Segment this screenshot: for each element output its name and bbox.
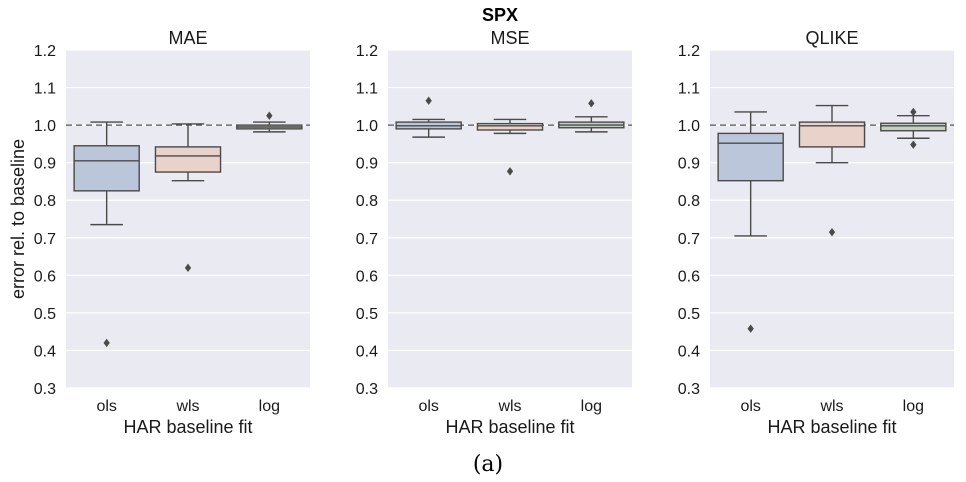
y-tick-label: 1.0 <box>34 118 56 135</box>
plot-area <box>66 50 310 388</box>
box-ols <box>395 96 462 138</box>
x-tick-label: wls <box>819 398 843 415</box>
x-tick-label: log <box>259 398 280 415</box>
outlier-point <box>103 338 110 348</box>
box-iqr <box>880 122 947 132</box>
y-tick-label: 1.1 <box>356 81 378 98</box>
panel-mae: 0.3 0.4 0.5 0.6 0.7 0.8 0.9 1.0 1.1 1.2 ols wls log M… <box>8 28 310 437</box>
y-tick-label: 0.5 <box>356 306 378 323</box>
y-tick-label: 0.7 <box>356 231 378 248</box>
figure-caption: (a) <box>473 452 503 477</box>
x-tick-label: wls <box>175 398 199 415</box>
box-iqr <box>717 132 784 182</box>
figure-title: SPX <box>482 5 518 25</box>
y-tick-label: 0.5 <box>678 306 700 323</box>
y-tick-label: 0.7 <box>678 231 700 248</box>
y-axis-label: error rel. to baseline <box>8 139 28 299</box>
panel-title: MSE <box>490 28 529 48</box>
y-tick-label: 0.6 <box>356 268 378 285</box>
panel-qlike: 0.3 0.4 0.5 0.6 0.7 0.8 0.9 1.0 1.1 1.2 ols wls log Q… <box>678 28 954 437</box>
y-tick-label: 1.1 <box>34 81 56 98</box>
box-iqr <box>73 145 140 192</box>
y-tick-label: 0.9 <box>678 156 700 173</box>
outlier-point <box>910 140 917 149</box>
y-tick-label: 0.5 <box>34 306 56 323</box>
x-tick-label: log <box>581 398 602 415</box>
y-tick-label: 1.0 <box>678 118 700 135</box>
y-tick-label: 1.1 <box>678 81 700 98</box>
box-log <box>880 107 947 149</box>
plot-area <box>388 50 632 388</box>
y-tick-label: 1.2 <box>356 43 378 60</box>
box-wls <box>154 123 222 273</box>
box-iqr <box>476 122 544 131</box>
x-tick-label: ols <box>96 398 116 415</box>
y-tick-label: 0.6 <box>678 268 700 285</box>
y-tick-label: 1.2 <box>34 43 56 60</box>
y-tick-label: 0.3 <box>356 381 378 398</box>
outlier-point <box>910 107 917 117</box>
y-tick-label: 0.8 <box>356 193 378 210</box>
x-axis-label: HAR baseline fit <box>445 417 574 437</box>
y-tick-label: 0.8 <box>34 193 56 210</box>
y-tick-label: 0.4 <box>34 343 56 360</box>
outlier-point <box>828 227 836 237</box>
outlier-point <box>588 99 595 108</box>
x-tick-label: wls <box>497 398 521 415</box>
y-tick-label: 0.8 <box>678 193 700 210</box>
panel-title: QLIKE <box>805 28 858 48</box>
outlier-point <box>184 263 192 273</box>
y-tick-label: 0.4 <box>678 343 700 360</box>
y-tick-label: 0.4 <box>356 343 378 360</box>
box-wls <box>476 118 544 176</box>
box-ols <box>73 121 140 348</box>
y-tick-label: 0.6 <box>34 268 56 285</box>
x-tick-label: ols <box>418 398 438 415</box>
outlier-point <box>266 111 273 120</box>
x-tick-label: log <box>903 398 924 415</box>
y-tick-label: 1.0 <box>356 118 378 135</box>
outlier-point <box>425 96 432 105</box>
box-wls <box>798 104 866 237</box>
y-tick-label: 0.9 <box>356 156 378 173</box>
panel-mse: 0.3 0.4 0.5 0.6 0.7 0.8 0.9 1.0 1.1 1.2 ols wls log M… <box>356 28 632 437</box>
outlier-point <box>506 167 514 176</box>
y-tick-label: 1.2 <box>678 43 700 60</box>
x-tick-label: ols <box>740 398 760 415</box>
box-iqr <box>154 146 222 173</box>
panels: 0.3 0.4 0.5 0.6 0.7 0.8 0.9 1.0 1.1 1.2 ols wls log M… <box>8 28 954 437</box>
box-log <box>236 111 303 133</box>
y-tick-label: 0.3 <box>678 381 700 398</box>
plot-area <box>710 50 954 388</box>
box-log <box>558 99 625 133</box>
y-tick-label: 0.9 <box>34 156 56 173</box>
x-axis-label: HAR baseline fit <box>123 417 252 437</box>
panel-title: MAE <box>168 28 207 48</box>
outlier-point <box>747 324 754 333</box>
box-ols <box>717 111 784 333</box>
y-tick-label: 0.7 <box>34 231 56 248</box>
y-tick-label: 0.3 <box>34 381 56 398</box>
x-axis-label: HAR baseline fit <box>767 417 896 437</box>
